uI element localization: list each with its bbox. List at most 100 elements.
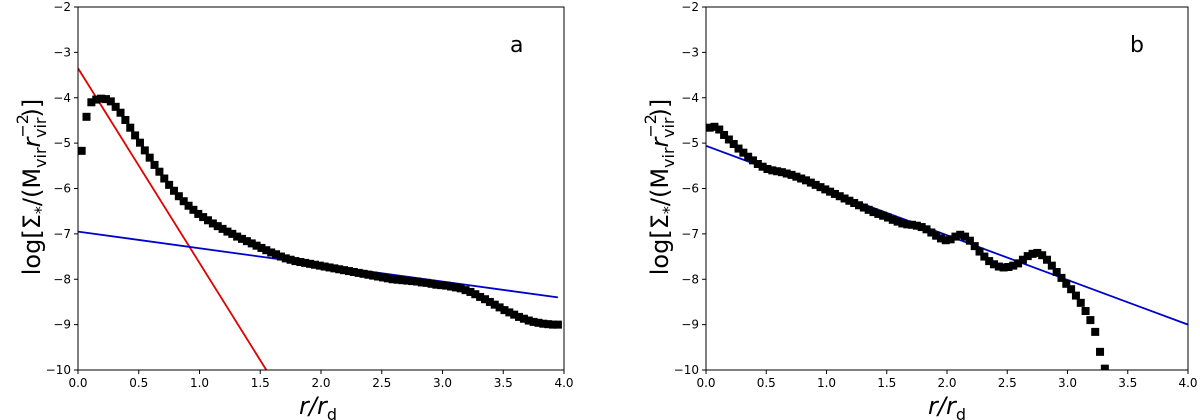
data-point <box>1071 291 1080 300</box>
data-point <box>165 180 174 189</box>
data-point <box>408 277 417 286</box>
y-label-vir1: vir <box>31 147 50 168</box>
data-point <box>985 257 994 266</box>
data-point <box>1086 316 1095 325</box>
y-label-star: * <box>659 206 678 214</box>
data-point <box>208 219 217 228</box>
y-tick-label: −5 <box>681 136 699 150</box>
data-point <box>975 247 984 256</box>
data-point <box>850 199 859 208</box>
data-point <box>335 265 344 274</box>
data-point <box>912 221 921 230</box>
plot-area-a: 0.0 0.5 1.0 1.5 2.0 2.5 3.0 3.5 4.0 −10 −9 −8 −7 −6 −5… <box>46 0 574 390</box>
data-point <box>369 271 378 280</box>
data-point <box>773 167 782 176</box>
y-tick-label: −8 <box>53 272 71 286</box>
data-layer <box>706 122 1188 370</box>
data-point <box>340 266 349 275</box>
data-point <box>320 262 329 271</box>
data-point <box>388 275 397 284</box>
y-axis-label-a: log[Σ*/(Mvirr−2vir)] <box>13 99 50 275</box>
data-point <box>763 164 772 173</box>
y-label-r: r <box>646 135 674 147</box>
data-point <box>267 248 276 257</box>
data-point <box>461 286 470 295</box>
data-point <box>442 281 451 290</box>
data-point <box>951 232 960 241</box>
y-tick-label: −7 <box>681 227 699 241</box>
x-tick-label: 4.0 <box>554 376 573 390</box>
data-point <box>989 260 998 269</box>
data-point <box>490 300 499 309</box>
x-tick-label: 4.0 <box>1178 376 1197 390</box>
data-point <box>936 234 945 243</box>
y-tick-label: −9 <box>53 318 71 332</box>
data-point <box>204 216 213 225</box>
data-point <box>999 263 1008 272</box>
data-point <box>869 208 878 217</box>
data-point <box>777 168 786 177</box>
data-point <box>927 228 936 237</box>
y-label-r: r <box>18 135 46 147</box>
x-tick-label: 3.5 <box>494 376 513 390</box>
data-point <box>816 183 825 192</box>
data-point <box>941 236 950 245</box>
x-tick-label: 2.5 <box>998 376 1017 390</box>
x-tick-label: 0.0 <box>68 376 87 390</box>
data-point <box>451 283 460 292</box>
y-tick-label: −3 <box>53 45 71 59</box>
data-point <box>1028 249 1037 258</box>
data-point <box>160 174 169 183</box>
data-point <box>471 290 480 299</box>
data-point <box>908 220 917 229</box>
x-tick-label: 1.5 <box>251 376 270 390</box>
data-point <box>257 243 266 252</box>
data-point <box>325 263 334 272</box>
y-label-prefix: log[Σ <box>18 214 46 275</box>
data-point <box>1038 251 1047 260</box>
data-point <box>835 192 844 201</box>
data-point <box>359 269 368 278</box>
data-point <box>145 153 154 162</box>
data-point <box>412 277 421 286</box>
data-point <box>344 267 353 276</box>
data-point <box>398 276 407 285</box>
data-point <box>515 312 524 321</box>
y-tick-label: −4 <box>53 91 71 105</box>
data-point <box>806 178 815 187</box>
data-point <box>534 318 543 327</box>
y-tick-label: −10 <box>46 363 71 377</box>
x-tick-label: 2.5 <box>372 376 391 390</box>
data-point <box>233 232 242 241</box>
data-point <box>92 95 101 104</box>
data-point <box>447 282 456 291</box>
data-point <box>922 225 931 234</box>
data-point <box>116 108 125 117</box>
x-axis-label-main: r <box>928 392 940 420</box>
data-point <box>739 148 748 157</box>
data-point <box>247 239 256 248</box>
data-point <box>1033 248 1042 257</box>
data-point <box>748 156 757 165</box>
data-point <box>956 230 965 239</box>
x-axis-label-main: r <box>299 392 311 420</box>
data-point <box>917 223 926 232</box>
data-point <box>1023 252 1032 261</box>
data-point <box>1067 285 1076 294</box>
data-point <box>1062 279 1071 288</box>
data-point <box>417 278 426 287</box>
data-point <box>1057 273 1066 282</box>
y-label-vir1: vir <box>659 147 678 168</box>
data-point <box>199 213 208 222</box>
data-point <box>505 308 514 317</box>
data-point <box>864 205 873 214</box>
data-point <box>87 98 96 107</box>
data-point <box>519 314 528 323</box>
data-point <box>874 209 883 218</box>
data-point <box>1014 259 1023 268</box>
x-axis-label-sub: d <box>327 405 337 420</box>
x-tick-label: 1.0 <box>190 376 209 390</box>
data-point <box>715 125 724 134</box>
y-label-mid: /(M <box>646 168 674 206</box>
data-point <box>970 242 979 251</box>
